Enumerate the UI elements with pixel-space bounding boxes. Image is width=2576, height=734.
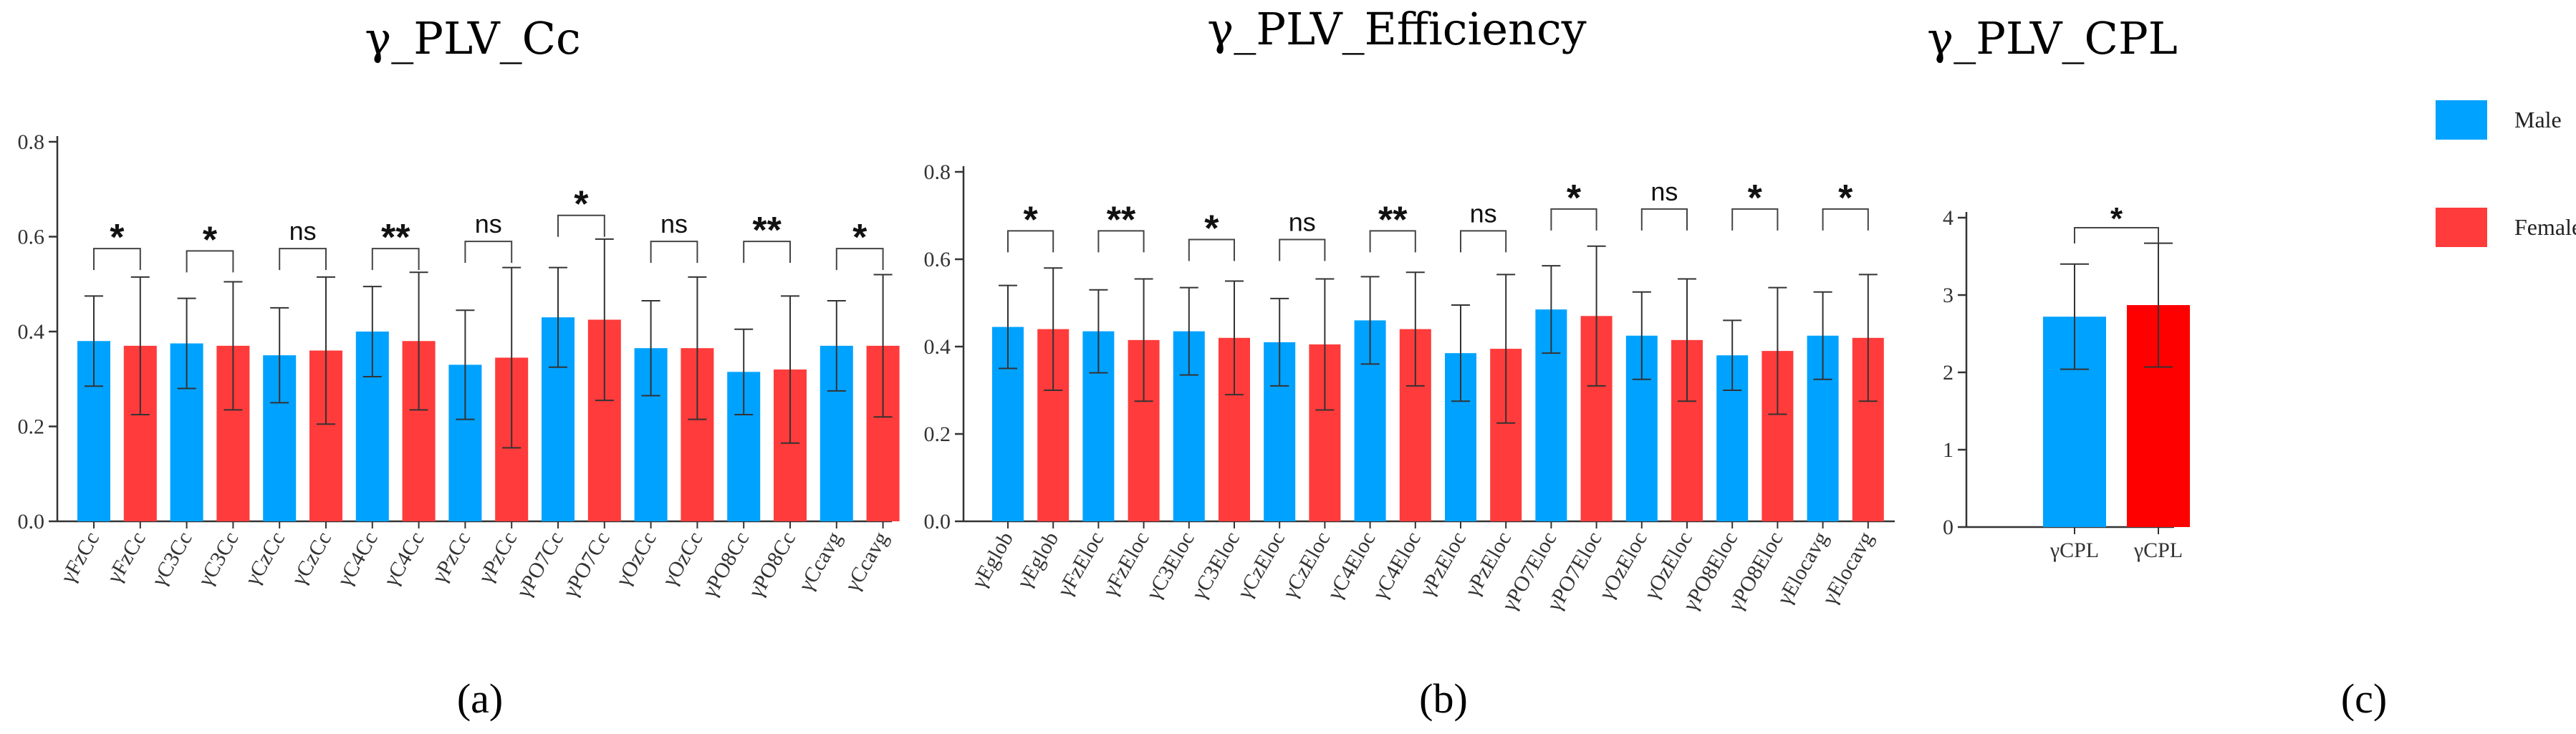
- significance-bracket-efficiency: [1640, 208, 1688, 231]
- x-tick-label-cc: γPzCc: [474, 528, 522, 588]
- significance-label-cc: ns: [660, 209, 688, 238]
- legend-label-female: Female: [2514, 214, 2576, 240]
- significance-label-cc: **: [381, 217, 410, 259]
- y-tick-label-efficiency: 0.2: [924, 422, 951, 446]
- significance-bracket-efficiency: [1279, 238, 1326, 261]
- y-tick-label-cc: 0.8: [18, 130, 45, 154]
- significance-bracket-cc: [743, 241, 791, 264]
- x-tick-label-cpl: γCPL: [2049, 539, 2099, 562]
- significance-label-efficiency: *: [1838, 178, 1853, 219]
- x-tick-label-cc: γCcavg: [840, 528, 893, 596]
- significance-bracket-efficiency: [1188, 238, 1235, 261]
- x-tick-label-cpl: γCPL: [2133, 539, 2183, 562]
- x-tick-label-cc: γC3Cc: [147, 528, 197, 591]
- y-tick-label-efficiency: 0.8: [924, 160, 951, 184]
- panel-label-b: (b): [1419, 675, 1468, 722]
- significance-bracket-efficiency: [1097, 230, 1145, 253]
- significance-label-efficiency: ns: [1470, 198, 1497, 228]
- significance-label-efficiency: **: [1378, 199, 1408, 241]
- y-tick-label-cc: 0.2: [18, 415, 45, 439]
- significance-bracket-cc: [835, 248, 884, 271]
- x-tick-label-cc: γCzCc: [287, 528, 336, 590]
- significance-label-cc: *: [852, 217, 868, 259]
- y-tick-label-cc: 0.4: [18, 320, 45, 344]
- significance-bracket-efficiency: [1731, 208, 1779, 231]
- significance-label-cc: *: [203, 219, 218, 261]
- x-tick-label-cc: γOzCc: [611, 528, 661, 591]
- significance-label-efficiency: **: [1107, 199, 1136, 241]
- x-tick-label-cc: γFzCc: [102, 528, 150, 588]
- y-tick-label-efficiency: 0.0: [924, 510, 951, 533]
- significance-bracket-efficiency: [1460, 230, 1507, 253]
- panel-label-c: (c): [2341, 675, 2387, 722]
- significance-label-efficiency: *: [1748, 178, 1763, 219]
- significance-label-cc: ns: [475, 209, 502, 238]
- y-tick-label-cpl: 0: [1943, 516, 1953, 539]
- significance-label-efficiency: *: [1023, 199, 1038, 241]
- significance-label-cc: *: [574, 184, 589, 226]
- x-tick-label-cc: γC4Cc: [332, 528, 383, 591]
- x-tick-label-cc: γCcavg: [794, 528, 847, 596]
- significance-bracket-efficiency: [1550, 208, 1597, 231]
- x-tick-label-cc: γCzCc: [240, 528, 289, 590]
- significance-label-cpl: *: [2110, 201, 2123, 236]
- x-tick-label-cc: γC4Cc: [379, 528, 429, 591]
- significance-bracket-efficiency: [1369, 230, 1416, 253]
- significance-bracket-cc: [371, 248, 420, 271]
- significance-label-cc: *: [110, 217, 125, 259]
- y-tick-label-cpl: 3: [1943, 284, 1953, 307]
- x-tick-label-cc: γFzCc: [56, 528, 104, 588]
- significance-label-cc: ns: [289, 216, 317, 246]
- chart-title-cpl: γ_PLV_CPL: [1927, 12, 2178, 64]
- chart-cc: γ_PLV_Cc (a) 0.00.20.40.60.8γFzCcγFzCcγC…: [18, 12, 900, 722]
- legend-label-male: Male: [2514, 107, 2562, 132]
- legend-swatch-female: [2436, 208, 2487, 247]
- significance-label-efficiency: *: [1204, 208, 1219, 250]
- significance-bracket-cc: [464, 241, 513, 264]
- chart-cpl: γ_PLV_CPL (c) 0 1 2 3 4 γCPL γCPL *: [1927, 12, 2387, 722]
- chart-title-cc: γ_PLV_Cc: [365, 12, 581, 64]
- chart-efficiency: γ_PLV_Efficiency (b) 0.0 0.2 0.4 0.6 0.8 γEgl…: [924, 3, 1895, 722]
- significance-bracket-cc: [650, 241, 698, 264]
- significance-label-efficiency: *: [1567, 178, 1582, 219]
- significance-label-efficiency: ns: [1289, 208, 1316, 237]
- x-tick-label-cc: γC3Cc: [193, 528, 244, 591]
- y-tick-label-cpl: 4: [1943, 206, 1953, 230]
- significance-bracket-efficiency: [1822, 208, 1869, 231]
- y-tick-label-cc: 0.0: [18, 510, 45, 533]
- significance-label-cc: **: [752, 210, 782, 251]
- y-tick-label-cc: 0.6: [18, 226, 45, 249]
- significance-label-efficiency: ns: [1650, 177, 1678, 206]
- significance-bracket-efficiency: [1007, 230, 1054, 253]
- significance-bracket-cpl: [2074, 227, 2159, 244]
- significance-bracket-cc: [279, 248, 327, 271]
- significance-bracket-cc: [186, 250, 234, 273]
- legend-swatch-male: [2436, 100, 2487, 140]
- x-tick-label-cc: γOzCc: [658, 528, 708, 591]
- y-tick-label-efficiency: 0.6: [924, 248, 951, 271]
- panel-label-a: (a): [457, 675, 503, 722]
- x-tick-label-cc: γPzCc: [427, 528, 475, 588]
- chart-title-efficiency: γ_PLV_Efficiency: [1207, 3, 1586, 55]
- y-tick-label-efficiency: 0.4: [924, 335, 951, 359]
- x-tick-label-efficiency: γEglob: [967, 528, 1019, 593]
- legend: Male Female: [2436, 100, 2576, 247]
- y-tick-label-cpl: 2: [1943, 361, 1953, 385]
- y-tick-label-cpl: 1: [1943, 438, 1953, 462]
- significance-bracket-cc: [93, 248, 141, 271]
- significance-bracket-cc: [557, 214, 605, 237]
